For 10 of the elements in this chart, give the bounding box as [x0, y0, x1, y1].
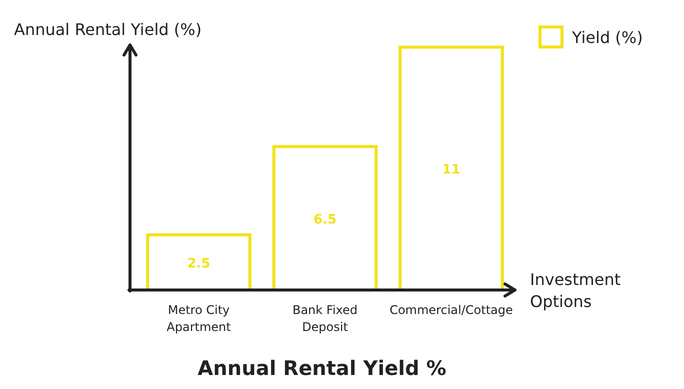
x-tick-label: Metro City Apartment [166, 303, 232, 334]
x-tick-label: Commercial/Cottage [390, 303, 513, 317]
data-label: 2.5 [187, 256, 210, 272]
text: Annual Rental Yield % [198, 356, 446, 380]
legend-label: Yield (%) [571, 28, 643, 47]
data-label: 6.5 [313, 212, 337, 228]
x-tick-label: Bank Fixed Deposit [292, 303, 358, 334]
data-label: 11 [442, 162, 460, 178]
x-axis-title: Investment Options [530, 270, 621, 311]
y-axis-title: Annual Rental Yield (%) [14, 20, 202, 39]
